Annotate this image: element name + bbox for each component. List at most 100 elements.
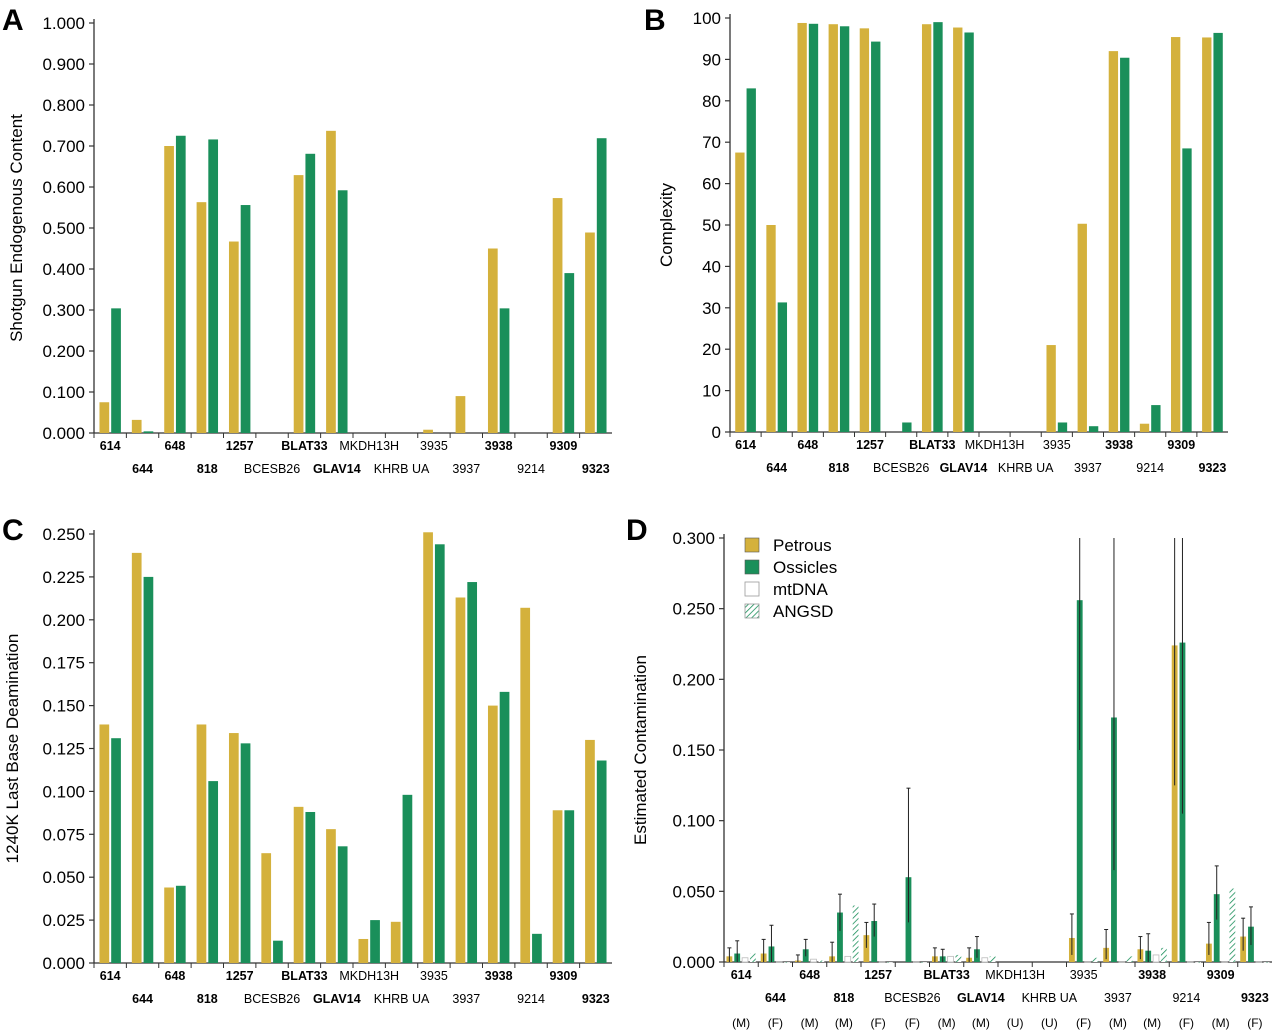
y-tick-label: 0.400	[42, 260, 85, 279]
bar-ossicles	[499, 691, 510, 963]
bar-petrous	[859, 28, 870, 432]
bar-angsd	[1229, 888, 1236, 962]
bar-ossicles	[434, 544, 445, 963]
bar-petrous	[1170, 37, 1181, 432]
bar-petrous	[358, 938, 369, 963]
x-category-label: BLAT33	[281, 439, 327, 453]
x-category-label: 3938	[1105, 438, 1133, 452]
x-category-label: 9323	[582, 992, 610, 1006]
y-tick-label: 0.125	[42, 740, 85, 759]
x-category-label: BLAT33	[923, 968, 969, 982]
y-tick-label: 10	[702, 382, 721, 401]
y-tick-label: 1.000	[42, 14, 85, 33]
y-tick-label: 0	[712, 423, 721, 442]
bar-angsd	[886, 962, 893, 963]
bar-ossicles	[208, 781, 219, 963]
sex-label: (M)	[801, 1016, 819, 1030]
x-category-label: GLAV14	[957, 991, 1005, 1005]
x-category-label: GLAV14	[313, 992, 361, 1006]
bar-ossicles	[175, 135, 186, 433]
bar-petrous	[953, 27, 963, 432]
legend-swatch	[744, 537, 760, 553]
bar-petrous	[1108, 51, 1119, 433]
bar-petrous	[455, 396, 466, 433]
bar-mtdna	[912, 961, 920, 964]
y-tick-label: 0.250	[672, 600, 715, 619]
bar-petrous	[131, 419, 142, 433]
x-category-label: KHRB UA	[374, 992, 430, 1006]
y-axis-label: Complexity	[657, 182, 676, 267]
bar-petrous	[228, 241, 239, 433]
bar-ossicles	[777, 302, 788, 432]
bar-mtdna	[878, 961, 886, 964]
x-category-label: 1257	[864, 968, 892, 982]
x-category-label: 648	[799, 968, 820, 982]
bar-ossicles	[240, 743, 251, 963]
bar-petrous	[487, 705, 498, 963]
bar-petrous	[455, 597, 466, 963]
bar-ossicles	[1076, 600, 1083, 962]
bar-ossicles	[370, 920, 380, 963]
panel-a: A 0.000 0.100 0.200 0.300 0.400 0.500 0.600 0.70…	[2, 4, 612, 476]
bar-ossicles	[596, 138, 607, 433]
bar-mtdna	[1255, 961, 1263, 964]
x-category-label: 614	[731, 968, 752, 982]
bar-petrous	[1202, 37, 1212, 432]
x-category-label: 9323	[1199, 461, 1227, 475]
bar-ossicles	[1213, 894, 1220, 962]
bar-petrous	[423, 429, 433, 433]
sex-label: (M)	[972, 1016, 990, 1030]
x-category-label: 9309	[1207, 968, 1235, 982]
panel-letter: D	[626, 514, 648, 547]
bar-ossicles	[871, 921, 878, 962]
bar-mtdna	[981, 957, 989, 963]
y-axis-label: Estimated Contamination	[631, 655, 650, 845]
x-category-label: 1257	[226, 439, 254, 453]
bar-ossicles	[902, 422, 912, 432]
y-tick-label: 0.200	[672, 670, 715, 689]
bar-mtdna	[844, 955, 852, 963]
sex-label: (U)	[1041, 1016, 1058, 1030]
bar-petrous	[164, 887, 174, 963]
bar-angsd	[1126, 956, 1133, 962]
bar-petrous	[766, 225, 776, 432]
x-category-label: 648	[165, 969, 186, 983]
bar-petrous	[326, 130, 336, 433]
y-axis-label: Shotgun Endogenous Content	[7, 114, 26, 342]
bar-ossicles	[1182, 148, 1192, 432]
bar-ossicles	[839, 26, 850, 433]
y-tick-label: 0.700	[42, 137, 85, 156]
sex-label: (F)	[870, 1016, 885, 1030]
x-category-label: 644	[765, 991, 786, 1005]
sex-label: (M)	[732, 1016, 750, 1030]
bar-petrous	[196, 202, 207, 433]
bar-ossicles	[1120, 57, 1130, 433]
panel-letter: C	[2, 514, 24, 547]
panel-letter: A	[2, 4, 24, 37]
bar-ossicles	[837, 912, 843, 962]
bar-mtdna	[810, 958, 817, 963]
bar-petrous	[487, 248, 498, 433]
legend-label: Petrous	[773, 536, 832, 555]
bar-mtdna	[741, 957, 749, 963]
bar-ossicles	[1088, 426, 1099, 432]
legend: Petrous Ossicles mtDNA ANGSD	[744, 536, 837, 621]
x-category-label: 3937	[452, 462, 480, 476]
bar-ossicles	[596, 760, 607, 963]
bar-ossicles	[1057, 422, 1068, 432]
y-tick-label: 0.025	[42, 911, 85, 930]
y-tick-label: 20	[702, 340, 721, 359]
sex-label: (M)	[1212, 1016, 1230, 1030]
legend-label: mtDNA	[773, 580, 828, 599]
bar-ossicles	[746, 88, 756, 432]
bar-ossicles	[933, 22, 943, 432]
bar-ossicles	[564, 273, 575, 433]
x-category-label: BLAT33	[281, 969, 327, 983]
x-category-label: 3937	[1104, 991, 1132, 1005]
bar-petrous	[585, 232, 595, 433]
panel-b: B 0 10 20 30 40 50 60 70 80 90 100 Complexity 614 644 6…	[644, 4, 1228, 475]
sex-label: (M)	[1109, 1016, 1127, 1030]
y-tick-label: 70	[702, 133, 721, 152]
y-tick-label: 0.300	[672, 529, 715, 548]
x-category-label: 644	[132, 992, 153, 1006]
